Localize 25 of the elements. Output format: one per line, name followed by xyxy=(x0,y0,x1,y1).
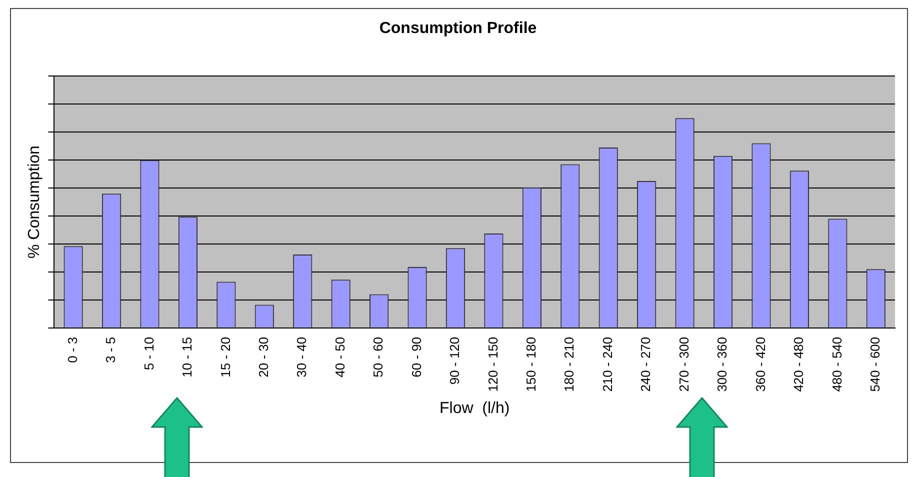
x-tick-label: 480 - 540 xyxy=(829,336,844,392)
x-tick-label: 5 - 10 xyxy=(141,336,156,370)
x-tick-label: 30 - 40 xyxy=(294,336,310,378)
x-tick-label: 50 - 60 xyxy=(370,336,386,378)
x-tick-label: 540 - 600 xyxy=(867,336,882,392)
y-axis-title: % Consumption xyxy=(26,146,44,259)
chart-title: Consumption Profile xyxy=(379,20,537,38)
x-tick-label: 60 - 90 xyxy=(408,336,424,378)
x-tick-label: 90 - 120 xyxy=(447,336,462,385)
x-tick-label: 10 - 15 xyxy=(180,336,195,378)
x-tick-label: 360 - 420 xyxy=(752,336,768,392)
x-tick-label: 180 - 210 xyxy=(562,336,577,392)
x-tick-label: 270 - 300 xyxy=(676,336,692,392)
x-tick-label: 240 - 270 xyxy=(638,336,654,392)
x-tick-label: 120 - 150 xyxy=(485,336,500,392)
x-tick-label: 15 - 20 xyxy=(218,336,233,378)
x-tick-label: 150 - 180 xyxy=(524,336,539,392)
x-axis-title: Flow (l/h) xyxy=(439,400,510,417)
x-tick-label: 40 - 50 xyxy=(332,336,348,378)
x-tick-label: 210 - 240 xyxy=(600,336,615,392)
x-tick-label: 420 - 480 xyxy=(791,336,806,392)
x-tick-label: 20 - 30 xyxy=(256,336,271,378)
x-tick-label: 3 - 5 xyxy=(103,336,118,363)
x-tick-label: 0 - 3 xyxy=(64,336,80,363)
x-tick-label: 300 - 360 xyxy=(714,336,730,392)
